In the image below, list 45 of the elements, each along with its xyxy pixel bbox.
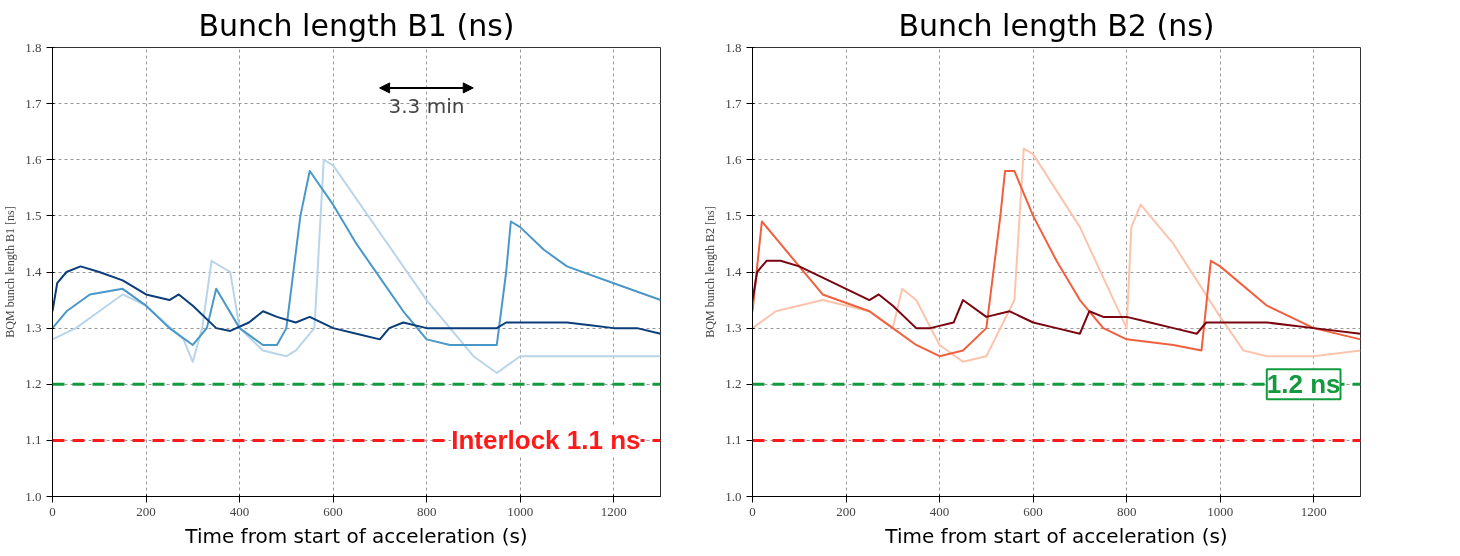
x-tick-label: 800 — [1116, 503, 1137, 519]
y-tick-label: 1.0 — [725, 488, 742, 504]
ref-line-label: 1.2 ns — [1266, 369, 1341, 400]
y-axis-title: BQM bunch length B1 [ns] — [3, 206, 18, 338]
y-tick-label: 1.2 — [725, 376, 742, 392]
y-tick-label: 1.1 — [25, 432, 42, 448]
y-tick-label: 1.4 — [725, 264, 742, 279]
y-tick-label: 1.2 — [25, 376, 42, 392]
x-tick-label: 200 — [136, 503, 156, 519]
x-tick-label: 600 — [323, 503, 343, 519]
y-tick-label: 1.4 — [25, 264, 42, 279]
y-axis-title: BQM bunch length B2 [ns] — [703, 206, 718, 338]
x-tick-label: 1000 — [1207, 503, 1234, 519]
x-tick-label: 400 — [929, 503, 950, 519]
line-series — [52, 265, 661, 341]
x-tick-label: 400 — [229, 503, 250, 519]
chart-title: Bunch length B2 (ns) — [898, 7, 1215, 43]
y-tick-label: 1.3 — [25, 320, 42, 336]
x-axis-title: Time from start of acceleration (s) — [884, 523, 1228, 548]
y-tick-label: 1.7 — [725, 95, 742, 111]
ref-line-label: Interlock 1.1 ns — [451, 425, 641, 456]
x-tick-label: 800 — [416, 503, 437, 519]
annotation: 3.3 min — [388, 93, 465, 118]
y-tick-label: 1.0 — [25, 488, 42, 504]
y-tick-label: 1.5 — [25, 207, 42, 223]
y-tick-label: 1.5 — [725, 207, 742, 223]
x-tick-label: 1000 — [507, 503, 534, 519]
x-tick-label: 200 — [836, 503, 856, 519]
y-tick-label: 1.6 — [725, 151, 742, 167]
x-tick-label: 1200 — [600, 503, 627, 519]
y-tick-label: 1.1 — [725, 432, 742, 448]
y-tick-label: 1.6 — [25, 151, 42, 167]
line-series — [752, 259, 1361, 335]
y-tick-label: 1.8 — [25, 39, 42, 55]
x-tick-label: 0 — [749, 503, 756, 519]
y-tick-label: 1.3 — [725, 320, 742, 336]
x-tick-label: 0 — [49, 503, 56, 519]
line-series — [52, 169, 661, 346]
x-axis-title: Time from start of acceleration (s) — [184, 523, 528, 548]
x-tick-label: 600 — [1023, 503, 1043, 519]
line-series — [52, 158, 661, 375]
x-tick-label: 1200 — [1300, 503, 1327, 519]
chart-title: Bunch length B1 (ns) — [198, 7, 515, 43]
y-tick-label: 1.7 — [25, 95, 42, 111]
y-tick-label: 1.8 — [725, 39, 742, 55]
